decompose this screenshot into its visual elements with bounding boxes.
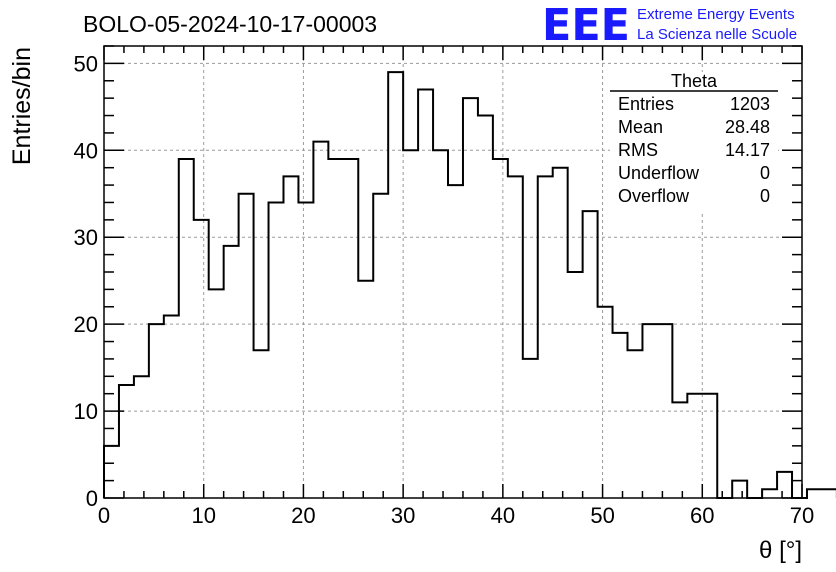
- x-tick-label: 30: [391, 503, 415, 528]
- histogram-bin: [298, 202, 313, 498]
- stats-row-label: Overflow: [618, 186, 690, 206]
- histogram-bin: [613, 333, 628, 498]
- histogram-outline: [103, 71, 836, 499]
- histogram-bin: [642, 324, 657, 498]
- histogram-bin: [628, 350, 643, 498]
- histogram-bin: [283, 176, 298, 498]
- histogram-bin: [418, 89, 433, 498]
- histogram-bin: [822, 489, 836, 498]
- logo-subtitle-line1: Extreme Energy Events: [637, 6, 795, 23]
- histogram-bin: [164, 315, 179, 498]
- stats-row-value: 28.48: [725, 117, 770, 137]
- histogram-bin: [463, 98, 478, 498]
- x-axis-label: θ [°]: [759, 537, 802, 564]
- histogram-bin: [702, 394, 717, 498]
- grid-lines: [104, 46, 802, 498]
- histogram-bin: [523, 359, 538, 498]
- stats-row-value: 0: [760, 186, 770, 206]
- stats-row-value: 14.17: [725, 140, 770, 160]
- histogram-bin: [328, 159, 343, 498]
- y-tick-label: 10: [74, 399, 98, 424]
- histogram-bin: [373, 194, 388, 498]
- y-tick-label: 20: [74, 312, 98, 337]
- stats-row-label: RMS: [618, 140, 658, 160]
- histogram-bin: [239, 194, 254, 498]
- histogram-bin: [388, 72, 403, 498]
- eee-logo: EEE: [542, 0, 630, 51]
- histogram-bin: [807, 489, 822, 498]
- stats-row-label: Entries: [618, 94, 674, 114]
- histogram-bin: [269, 202, 284, 498]
- histogram-bin: [313, 142, 328, 498]
- histogram-bin: [762, 489, 777, 498]
- x-tick-label: 40: [491, 503, 515, 528]
- histogram-bin: [672, 402, 687, 498]
- axis-ticks: [103, 45, 803, 499]
- histogram-bin: [538, 176, 553, 498]
- stats-row-value: 0: [760, 163, 770, 183]
- histogram-series: [103, 71, 836, 499]
- histogram-bin: [777, 472, 792, 498]
- y-tick-label: 30: [74, 225, 98, 250]
- histogram-bin: [657, 324, 672, 498]
- x-tick-label: 20: [291, 503, 315, 528]
- histogram-bin: [448, 185, 463, 498]
- histogram-bin: [254, 350, 269, 498]
- histogram-bin: [508, 176, 523, 498]
- y-axis-label: Entries/bin: [8, 47, 36, 165]
- stats-row-label: Mean: [618, 117, 663, 137]
- x-tick-label: 0: [98, 503, 110, 528]
- axis-tick-labels: 0 10 20 30 40 50 60 70 0 10 20 30 40 50: [74, 51, 815, 528]
- histogram-bin: [568, 272, 583, 498]
- histogram-bin: [687, 394, 702, 498]
- histogram-bin: [343, 159, 358, 498]
- histogram-bin: [553, 168, 568, 498]
- histogram-bin: [119, 385, 134, 498]
- histogram-bin: [179, 159, 194, 498]
- stats-row-label: Underflow: [618, 163, 700, 183]
- x-tick-label: 70: [790, 503, 814, 528]
- histogram-bin: [224, 246, 239, 498]
- histogram-bin: [732, 481, 747, 498]
- histogram-bin: [149, 324, 164, 498]
- histogram-bin: [478, 116, 493, 498]
- y-tick-label: 0: [86, 486, 98, 511]
- histogram-bin: [194, 220, 209, 498]
- logo-subtitle-line2: La Scienza nelle Scuole: [637, 26, 797, 43]
- histogram-bin: [104, 446, 119, 498]
- histogram-bin: [583, 211, 598, 498]
- chart-title: BOLO-05-2024-10-17-00003: [83, 11, 377, 37]
- stats-row-value: 1203: [730, 94, 770, 114]
- x-tick-label: 60: [690, 503, 714, 528]
- x-tick-label: 10: [191, 503, 215, 528]
- x-tick-label: 50: [590, 503, 614, 528]
- histogram-bin: [209, 289, 224, 498]
- y-tick-label: 50: [74, 51, 98, 76]
- histogram-bin: [134, 376, 149, 498]
- y-tick-label: 40: [74, 138, 98, 163]
- stats-box-title: Theta: [671, 71, 718, 91]
- histogram-bin: [598, 307, 613, 498]
- histogram-bin: [433, 150, 448, 498]
- stats-box: Theta Entries 1203 Mean 28.48 RMS 14.17 Underf…: [610, 71, 778, 212]
- histogram-bin: [493, 159, 508, 498]
- histogram-bin: [358, 281, 373, 498]
- histogram-bin: [403, 150, 418, 498]
